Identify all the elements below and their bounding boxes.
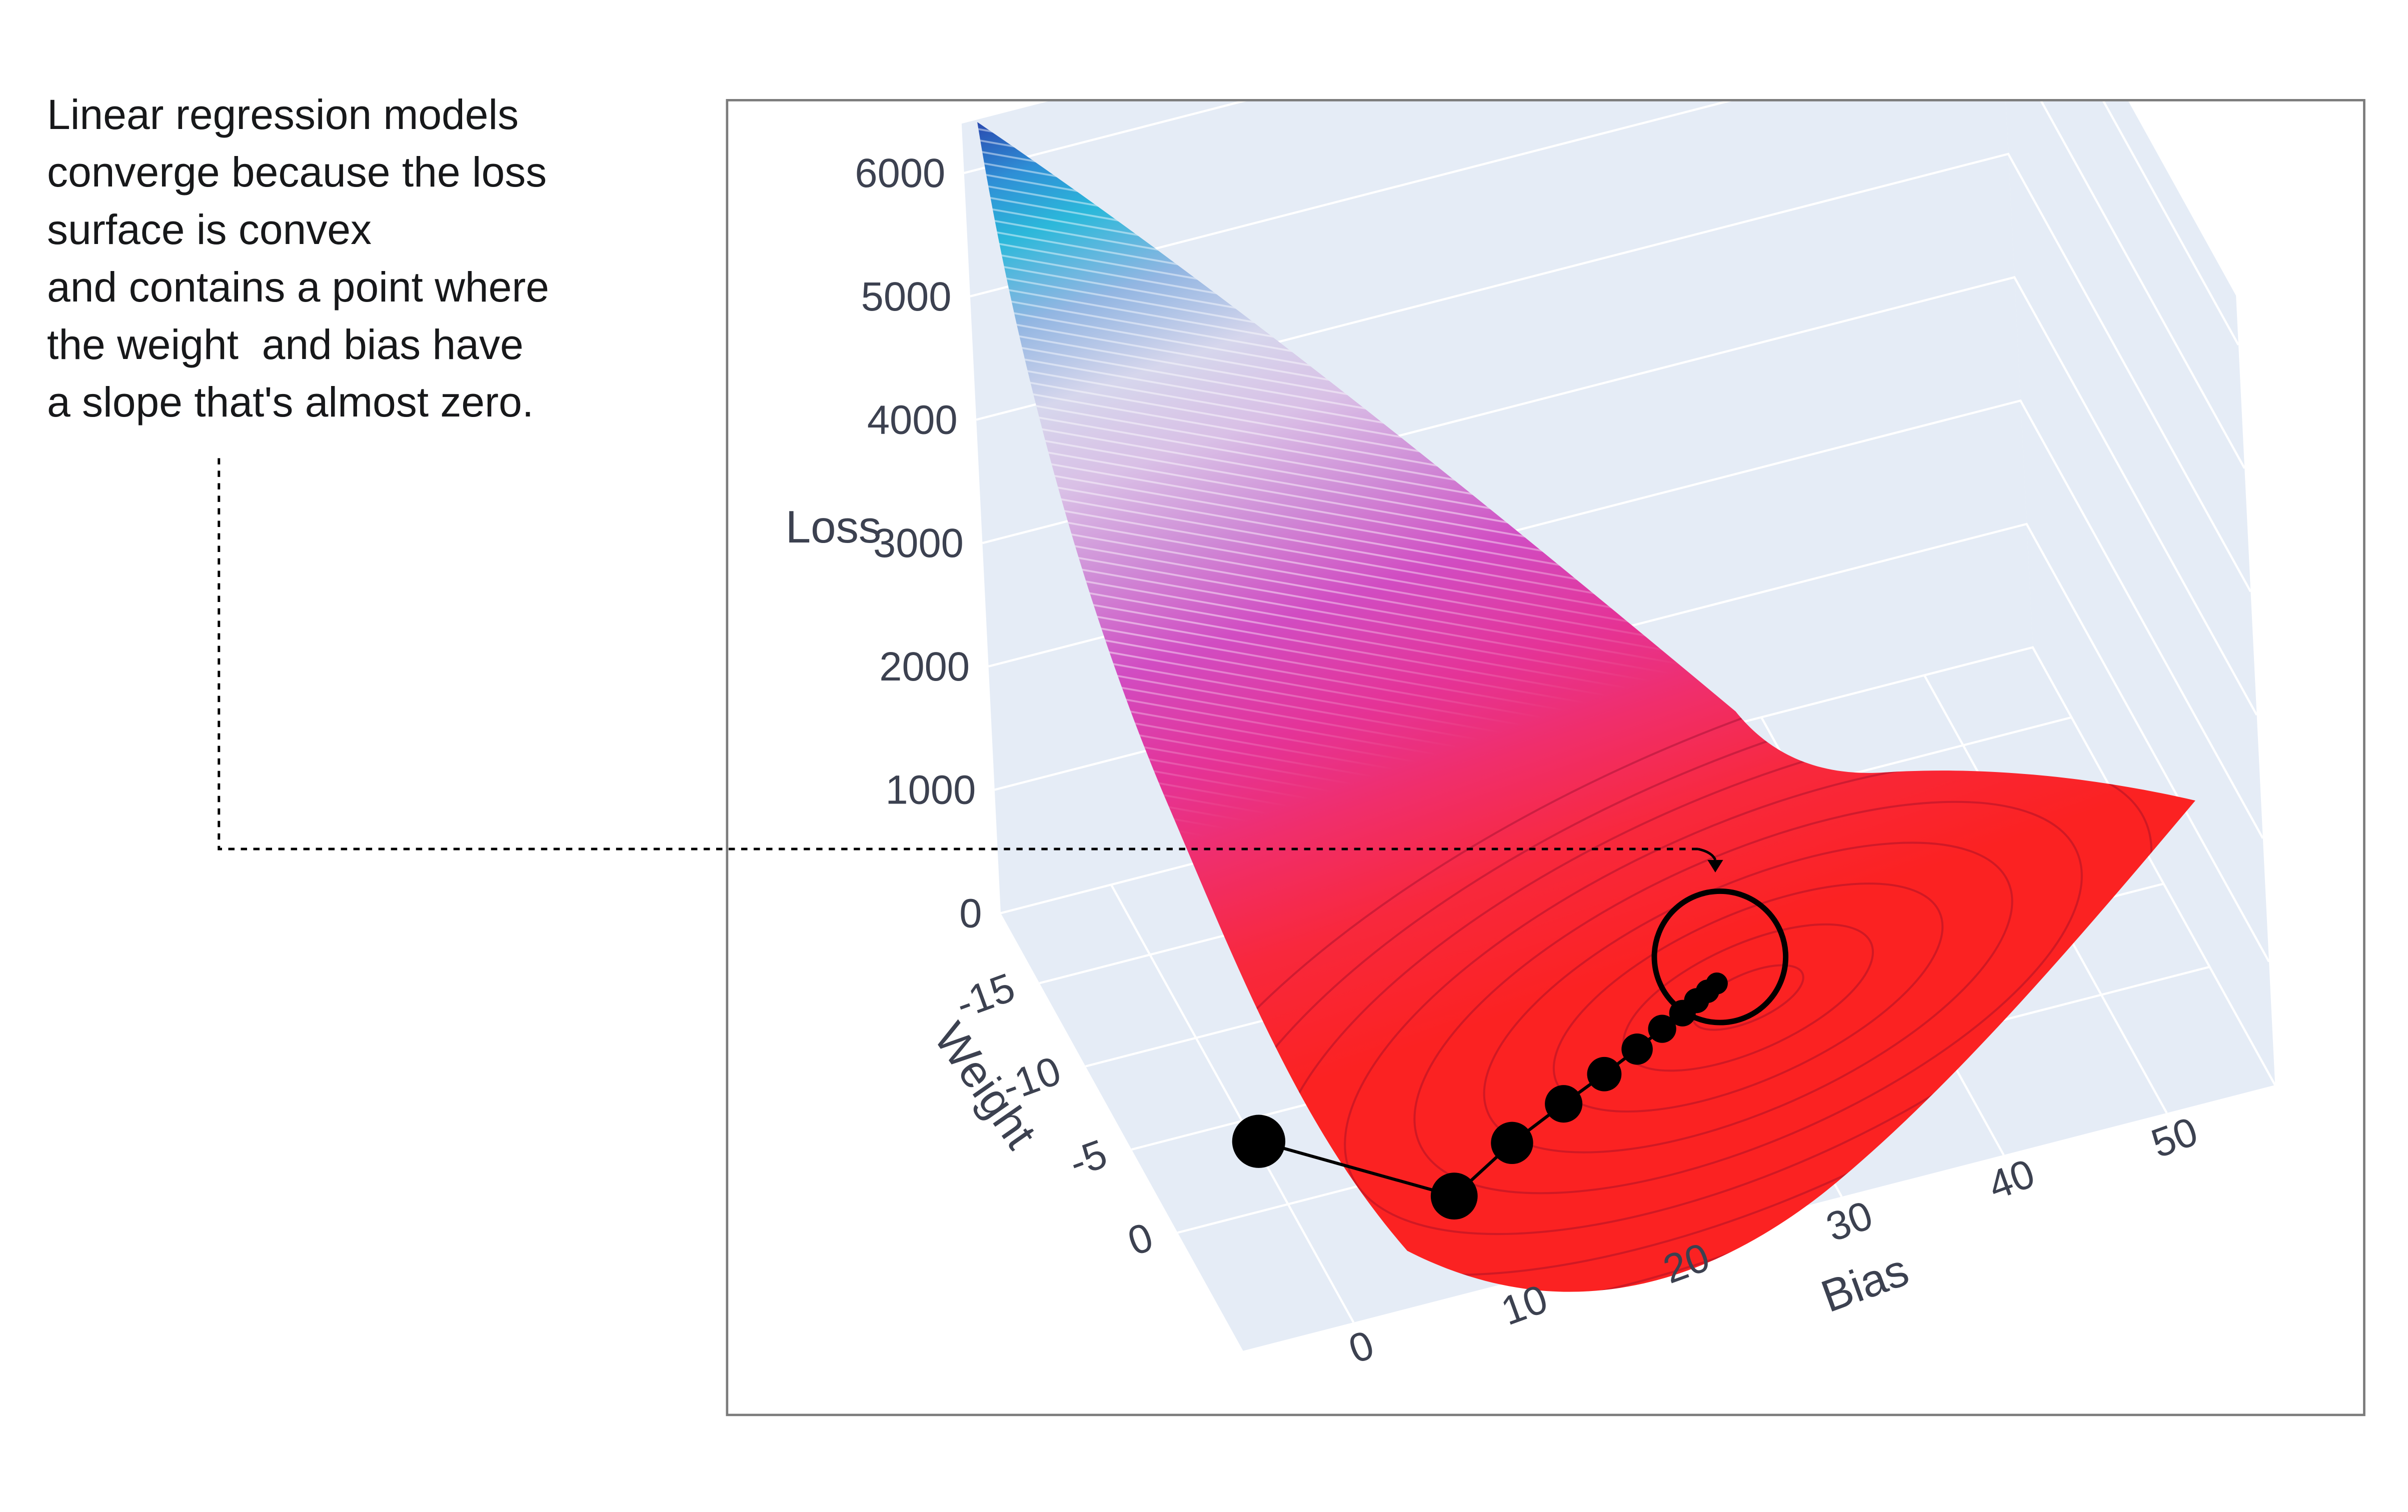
bias-tick-label: 30 bbox=[1820, 1192, 1878, 1250]
loss-tick-label: 6000 bbox=[855, 150, 945, 196]
contour-line bbox=[1692, 964, 1804, 1031]
bias-axis-title: Bias bbox=[1815, 1244, 1915, 1322]
loss-axis-title: Loss bbox=[786, 502, 882, 552]
descent-dot bbox=[1430, 1172, 1478, 1220]
loss-tick-label: 4000 bbox=[867, 398, 958, 443]
plot-border bbox=[726, 99, 2365, 1416]
loss-tick-label: 1000 bbox=[885, 768, 976, 813]
descent-dot bbox=[1545, 1085, 1583, 1123]
loss-tick-label: 5000 bbox=[861, 274, 952, 320]
surface-striations bbox=[977, 122, 2195, 1292]
pane bbox=[2005, 100, 2275, 1086]
loss-tick-label: 0 bbox=[959, 890, 982, 936]
descent-dot bbox=[1587, 1056, 1622, 1092]
weight-tick-label: -5 bbox=[1063, 1131, 1113, 1186]
annotation-dotted-line bbox=[218, 458, 1698, 850]
descent-dot bbox=[1706, 972, 1728, 994]
descent-dot bbox=[1648, 1014, 1676, 1043]
descent-dot bbox=[1491, 1122, 1533, 1164]
annotation-connector bbox=[218, 458, 1723, 872]
bias-tick-label: 50 bbox=[2145, 1108, 2203, 1166]
descent-dot bbox=[1621, 1033, 1653, 1065]
contour-line bbox=[1552, 882, 1944, 1113]
bias-tick-label: 40 bbox=[1982, 1150, 2040, 1208]
arrow-shaft bbox=[1697, 848, 1717, 861]
weight-tick-label: 0 bbox=[1122, 1214, 1159, 1264]
contour-line bbox=[1344, 760, 2152, 1236]
grid-line bbox=[976, 152, 2252, 592]
convergence-highlight-circle bbox=[1651, 888, 1789, 1026]
gradient-descent-path bbox=[1232, 888, 1789, 1220]
grid-line bbox=[964, 100, 2239, 346]
loss-tick-label: 3000 bbox=[873, 520, 964, 566]
annotation-text: Linear regression models converge becaus… bbox=[47, 91, 550, 426]
grid-line bbox=[1110, 884, 1355, 1323]
bias-tick-label: 0 bbox=[1343, 1322, 1380, 1372]
arrow-head-icon bbox=[1707, 860, 1723, 872]
loss-tick-label: 2000 bbox=[879, 644, 970, 690]
grid-line bbox=[970, 100, 2246, 469]
contour-line bbox=[1413, 800, 2083, 1194]
descent-dot bbox=[1232, 1114, 1286, 1168]
loss-surface bbox=[977, 122, 2195, 1292]
